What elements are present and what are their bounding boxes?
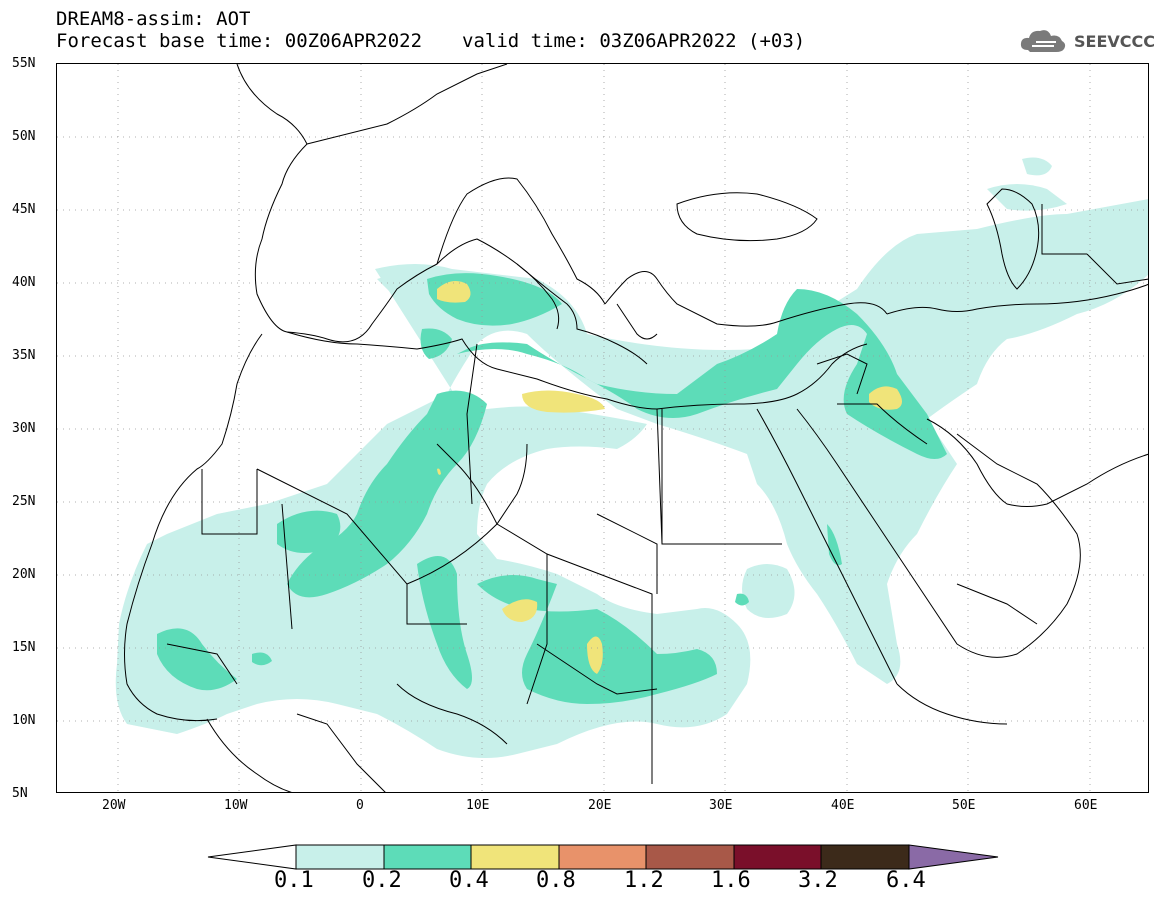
y-tick-label: 10N <box>12 713 36 728</box>
colorbar-label: 0.2 <box>362 868 402 893</box>
valid-time: valid time: 03Z06APR2022 (+03) <box>462 30 806 52</box>
colorbar-segment <box>820 844 910 870</box>
x-tick-label: 40E <box>831 798 855 813</box>
forecast-base-time: Forecast base time: 00Z06APR2022 <box>56 30 423 52</box>
colorbar-segment <box>383 844 472 870</box>
map-subtitle: Forecast base time: 00Z06APR2022 valid ti… <box>56 30 805 52</box>
x-tick-label: 10W <box>224 798 248 813</box>
map-svg <box>57 64 1148 792</box>
colorbar-label: 3.2 <box>798 868 838 893</box>
colorbar-label: 0.8 <box>536 868 576 893</box>
y-tick-label: 55N <box>12 56 36 71</box>
colorbar-over-arrow <box>908 844 999 870</box>
x-tick-label: 60E <box>1074 798 1098 813</box>
x-tick-label: 20W <box>102 798 126 813</box>
y-tick-label: 5N <box>12 786 28 801</box>
colorbar-label: 1.2 <box>624 868 664 893</box>
colorbar-segment <box>470 844 560 870</box>
colorbar-segment <box>645 844 735 870</box>
colorbar-label: 6.4 <box>886 868 926 893</box>
x-tick-label: 20E <box>588 798 612 813</box>
colorbar-label: 0.4 <box>449 868 489 893</box>
colorbar <box>207 844 999 870</box>
x-tick-label: 30E <box>709 798 733 813</box>
x-tick-label: 50E <box>952 798 976 813</box>
y-tick-label: 45N <box>12 202 36 217</box>
colorbar-label: 1.6 <box>711 868 751 893</box>
y-tick-label: 20N <box>12 567 36 582</box>
aot-field-low <box>115 157 1148 758</box>
y-tick-label: 40N <box>12 275 36 290</box>
colorbar-label: 0.1 <box>274 868 314 893</box>
seevccc-logo: SEEVCCC <box>1018 26 1155 56</box>
cloud-logo-icon <box>1020 30 1066 52</box>
x-tick-label: 0 <box>356 798 364 813</box>
y-tick-label: 25N <box>12 494 36 509</box>
y-tick-label: 35N <box>12 348 36 363</box>
colorbar-segment <box>733 844 822 870</box>
colorbar-under-arrow <box>207 844 297 870</box>
coastlines-borders <box>124 64 1148 792</box>
y-tick-label: 15N <box>12 640 36 655</box>
y-tick-label: 50N <box>12 129 36 144</box>
colorbar-segment <box>558 844 647 870</box>
map-panel <box>56 63 1149 793</box>
y-tick-label: 30N <box>12 421 36 436</box>
colorbar-segment <box>295 844 385 870</box>
x-tick-label: 10E <box>466 798 490 813</box>
logo-text: SEEVCCC <box>1074 31 1155 51</box>
map-title: DREAM8-assim: AOT <box>56 8 251 30</box>
